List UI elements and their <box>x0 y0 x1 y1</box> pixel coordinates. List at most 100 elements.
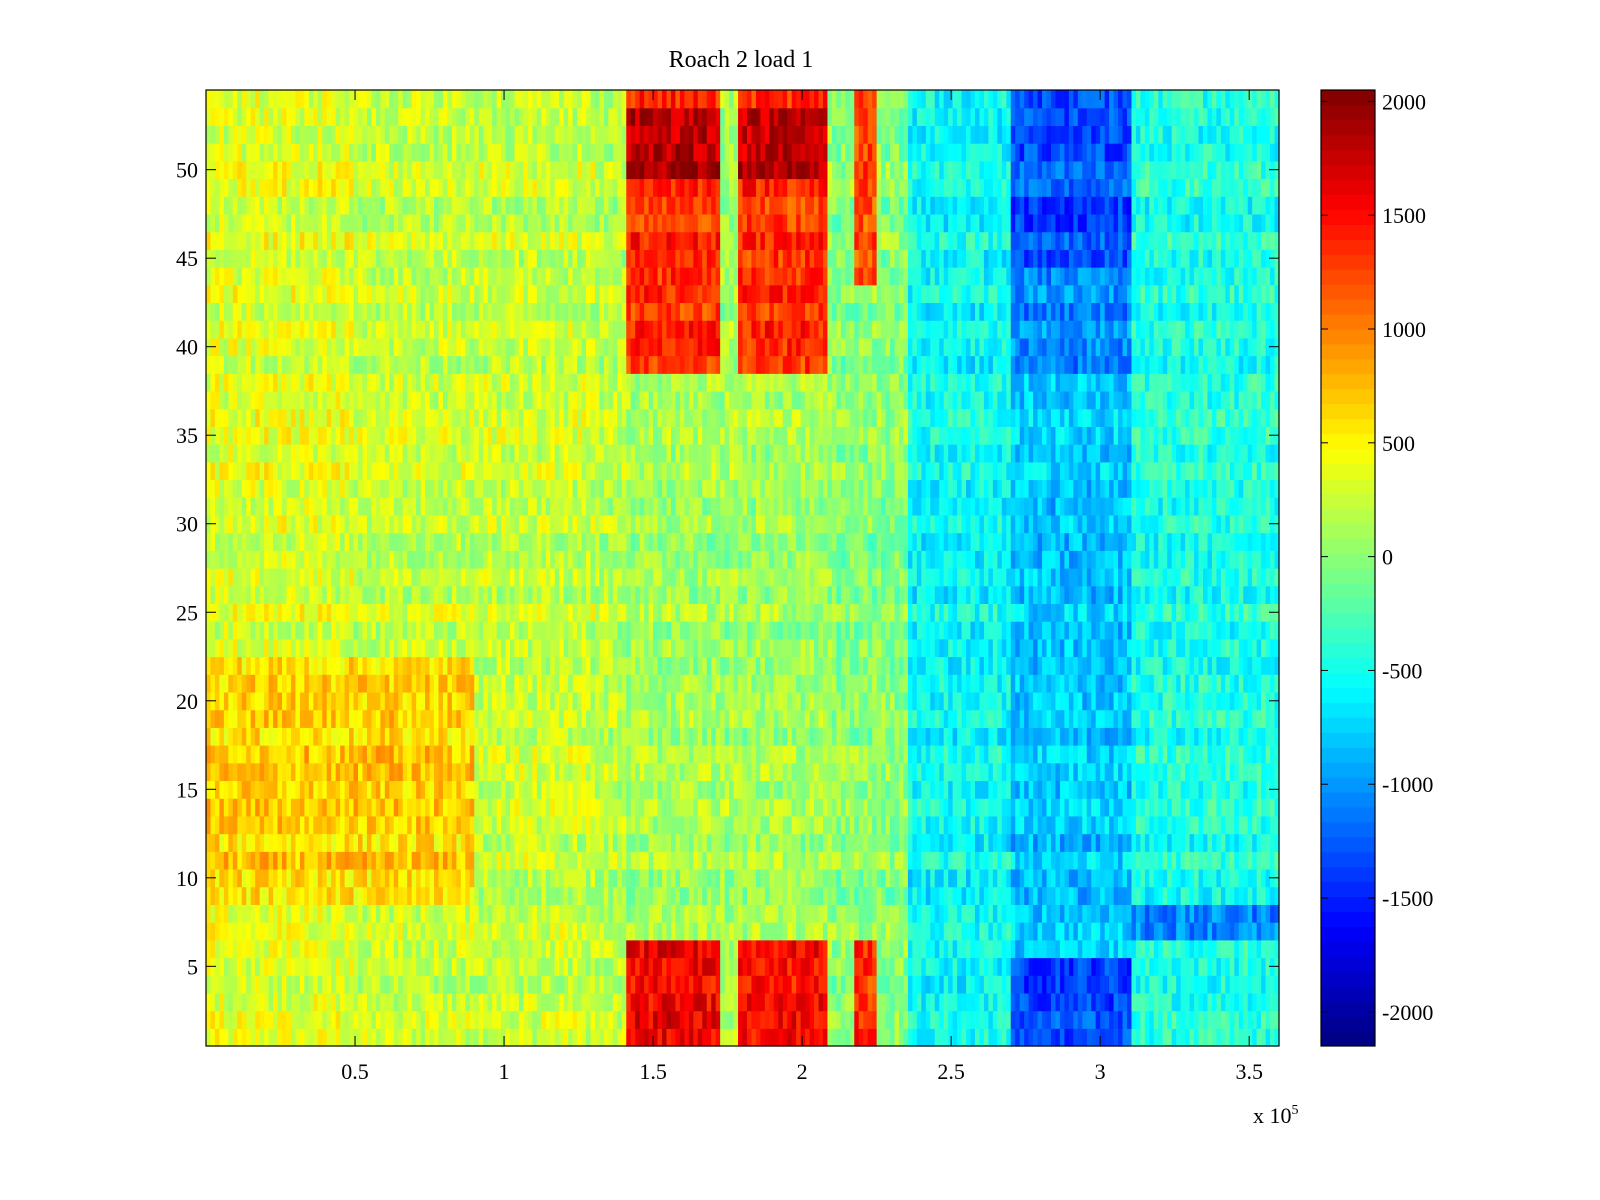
heatmap-cell <box>474 674 480 693</box>
heatmap-cell <box>389 798 395 817</box>
heatmap-cell <box>1225 922 1231 941</box>
heatmap-cell <box>1229 957 1235 976</box>
heatmap-cell <box>1238 1028 1244 1047</box>
heatmap-cell <box>791 939 797 959</box>
heatmap-cell <box>1247 815 1253 835</box>
heatmap-cell <box>1225 904 1231 923</box>
heatmap-cell <box>1153 922 1159 941</box>
heatmap-cell <box>782 745 788 764</box>
heatmap-cell <box>1203 851 1209 870</box>
heatmap-cell <box>612 904 618 923</box>
heatmap-cell <box>1028 780 1034 799</box>
heatmap-cell <box>666 1010 672 1029</box>
heatmap-cell <box>769 975 775 994</box>
heatmap-cell <box>711 904 717 923</box>
heatmap-cell <box>563 815 569 835</box>
heatmap-cell <box>872 709 878 728</box>
heatmap-cell <box>997 868 1003 888</box>
heatmap-cell <box>434 691 440 711</box>
heatmap-cell <box>389 868 395 888</box>
heatmap-cell <box>358 1028 364 1047</box>
heatmap-cell <box>586 815 592 835</box>
heatmap-cell <box>518 868 525 888</box>
heatmap-cell <box>1140 957 1146 976</box>
heatmap-cell <box>259 674 265 693</box>
heatmap-cell <box>1109 762 1115 782</box>
heatmap-cell <box>666 727 672 746</box>
heatmap-cell <box>849 780 855 799</box>
heatmap-cell <box>644 691 650 711</box>
heatmap-cell <box>206 904 212 923</box>
heatmap-cell <box>434 815 440 835</box>
heatmap-cell <box>1077 691 1083 711</box>
heatmap-cell <box>693 975 699 994</box>
heatmap-cell <box>438 691 444 711</box>
heatmap-cell <box>460 709 466 728</box>
heatmap-cell <box>389 957 395 976</box>
heatmap-cell <box>532 762 538 782</box>
heatmap-cell <box>979 922 985 941</box>
heatmap-cell <box>442 1028 449 1047</box>
heatmap-cell <box>720 727 726 746</box>
heatmap-cell <box>751 780 757 799</box>
heatmap-cell <box>1247 762 1253 782</box>
heatmap-cell <box>697 780 703 799</box>
heatmap-cell <box>219 727 225 746</box>
heatmap-cell <box>1140 992 1146 1012</box>
heatmap-cell <box>1131 975 1137 994</box>
heatmap-cell <box>237 904 243 923</box>
heatmap-cell <box>796 1028 802 1047</box>
heatmap-cell <box>1211 851 1218 870</box>
heatmap-cell <box>1073 957 1079 976</box>
heatmap-cell <box>268 1028 274 1047</box>
heatmap-cell <box>1261 780 1267 799</box>
heatmap-cell <box>1126 904 1133 923</box>
heatmap-cell <box>644 1028 650 1047</box>
heatmap-cell <box>559 904 565 923</box>
heatmap-cell <box>1162 1028 1168 1047</box>
heatmap-cell <box>599 727 605 746</box>
heatmap-cell <box>550 709 556 728</box>
heatmap-cell <box>1256 745 1262 764</box>
heatmap-cell <box>1059 762 1065 782</box>
heatmap-cell <box>992 833 998 852</box>
heatmap-cell <box>706 957 712 976</box>
heatmap-cell <box>894 957 900 976</box>
heatmap-cell <box>599 1028 605 1047</box>
heatmap-cell <box>1037 975 1043 994</box>
heatmap-cell <box>760 992 766 1012</box>
heatmap-cell <box>791 851 797 870</box>
heatmap-cell <box>536 851 542 870</box>
heatmap-cell <box>358 992 364 1012</box>
heatmap-cell <box>608 939 614 959</box>
heatmap-cell <box>259 939 265 959</box>
heatmap-cell <box>425 975 431 994</box>
heatmap-cell <box>487 922 493 941</box>
heatmap-cell <box>1113 691 1119 711</box>
heatmap-cell <box>496 868 502 888</box>
heatmap-cell <box>653 957 659 976</box>
heatmap-cell <box>1033 886 1039 905</box>
heatmap-cell <box>594 833 601 852</box>
heatmap-cell <box>764 1010 770 1029</box>
heatmap-cell <box>1028 939 1034 959</box>
heatmap-cell <box>782 780 788 799</box>
heatmap-cell <box>845 886 851 905</box>
heatmap-cell <box>885 833 891 852</box>
heatmap-cell <box>447 727 453 746</box>
heatmap-cell <box>541 851 547 870</box>
heatmap-cell <box>630 939 636 959</box>
heatmap-cell <box>1006 851 1012 870</box>
heatmap-cell <box>469 815 475 835</box>
heatmap-cell <box>617 798 623 817</box>
heatmap-cell <box>1238 904 1244 923</box>
heatmap-cell <box>1211 727 1218 746</box>
heatmap-cell <box>358 1010 364 1029</box>
heatmap-cell <box>344 939 350 959</box>
heatmap-cell <box>639 975 645 994</box>
heatmap-cell <box>384 939 390 959</box>
heatmap-cell <box>805 992 811 1012</box>
heatmap-cell <box>684 815 690 835</box>
heatmap-cell <box>670 798 677 817</box>
